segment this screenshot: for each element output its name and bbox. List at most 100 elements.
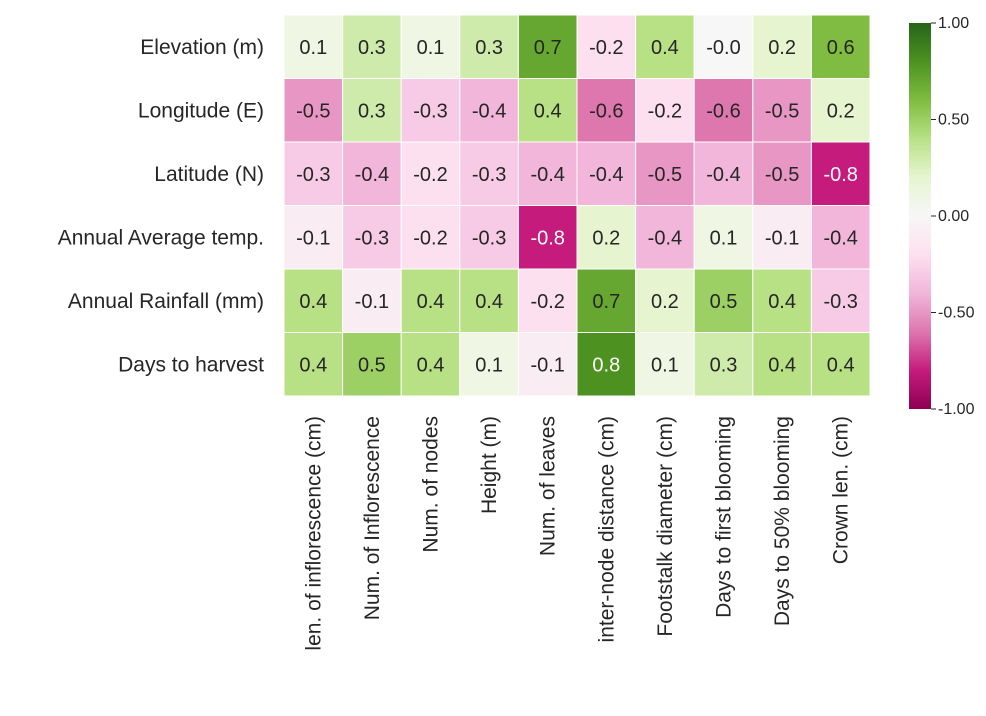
- colorbar-gradient: [909, 23, 931, 409]
- heatmap-cell: [517, 332, 578, 397]
- cell-value-label: 0.3: [710, 354, 738, 376]
- heatmap-cell: [810, 141, 871, 206]
- heatmap-cell: [752, 205, 812, 270]
- heatmap-cell: [283, 14, 344, 79]
- cell-value-label: -0.6: [589, 100, 623, 122]
- cell-value-label: -0.2: [648, 100, 682, 122]
- cell-value-label: -0.5: [765, 100, 799, 122]
- cell-value-label: -0.4: [530, 164, 564, 186]
- heatmap-cell: [693, 78, 754, 143]
- cell-value-label: -0.4: [472, 100, 506, 122]
- cell-value-label: 0.8: [592, 354, 620, 376]
- heatmap-cell: [635, 141, 695, 206]
- cell-value-label: -0.4: [648, 227, 682, 249]
- heatmap-cell: [400, 268, 461, 333]
- heatmap-cell: [810, 268, 871, 333]
- row-label-annual-average-temp: Annual Average temp.: [58, 226, 264, 249]
- cell-value-label: -0.2: [530, 291, 564, 313]
- colorbar-tick-label: -1.00: [938, 401, 975, 418]
- cell-value-label: -0.8: [530, 227, 564, 249]
- heatmap-cell: [283, 141, 344, 206]
- column-label-days-to-first-blooming: Days to first blooming: [713, 416, 736, 618]
- cell-value-label: 0.3: [358, 100, 386, 122]
- cell-value-label: -0.0: [706, 37, 740, 59]
- cell-value-label: -0.2: [589, 37, 623, 59]
- heatmap-cell: [342, 14, 402, 79]
- column-label-num-of-leaves: Num. of leaves: [537, 416, 560, 556]
- cell-value-label: 0.1: [475, 354, 503, 376]
- cell-value-label: -0.5: [765, 164, 799, 186]
- column-label-crown-len-cm: Crown len. (cm): [830, 416, 853, 564]
- row-label-elevation-m: Elevation (m): [140, 36, 264, 59]
- colorbar-tick-label: 1.00: [938, 15, 969, 32]
- heatmap-cell: [635, 78, 695, 143]
- heatmap-cell: [693, 141, 754, 206]
- heatmap-cell: [693, 268, 754, 333]
- cell-value-label: 0.6: [827, 37, 855, 59]
- column-labels: len. of inflorescence (cm) Num. of Inflor…: [302, 416, 852, 651]
- cell-value-label: 0.7: [592, 291, 620, 313]
- cell-value-label: -0.4: [589, 164, 623, 186]
- cell-value-label: -0.3: [823, 291, 857, 313]
- heatmap-cells: 0.1 0.3 0.1 0.3 0.7 -0.2 0.4 -0.0 0.2 0.6 -0.5 0.3 -…: [283, 14, 871, 397]
- cell-value-label: -0.1: [765, 227, 799, 249]
- row-labels: Elevation (m) Longitude (E) Latitude (N) An…: [58, 36, 264, 377]
- cell-value-label: -0.4: [706, 164, 740, 186]
- cell-value-label: -0.5: [296, 100, 330, 122]
- colorbar: 1.00 0.50 0.00 -0.50 -1.00: [909, 15, 975, 418]
- heatmap-cell: [576, 332, 637, 397]
- cell-value-label: 0.4: [417, 354, 445, 376]
- heatmap-cell: [342, 268, 402, 333]
- cell-value-label: 0.4: [299, 291, 327, 313]
- heatmap-cell: [342, 78, 402, 143]
- cell-value-label: 0.5: [710, 291, 738, 313]
- cell-value-label: 0.4: [475, 291, 503, 313]
- heatmap-cell: [810, 14, 871, 79]
- cell-value-label: -0.1: [530, 354, 564, 376]
- cell-value-label: 0.4: [651, 37, 679, 59]
- heatmap-cell: [400, 141, 461, 206]
- row-label-days-to-harvest: Days to harvest: [118, 353, 264, 376]
- cell-value-label: -0.6: [706, 100, 740, 122]
- column-label-inter-node-distance-cm: inter-node distance (cm): [595, 416, 618, 642]
- cell-value-label: 0.2: [768, 37, 796, 59]
- heatmap-cell: [576, 14, 637, 79]
- cell-value-label: 0.4: [534, 100, 562, 122]
- cell-value-label: -0.8: [823, 164, 857, 186]
- heatmap-cell: [400, 332, 461, 397]
- cell-value-label: 0.4: [768, 291, 796, 313]
- heatmap-cell: [517, 141, 578, 206]
- heatmap-cell: [635, 268, 695, 333]
- cell-value-label: -0.1: [355, 291, 389, 313]
- cell-value-label: 0.1: [299, 37, 327, 59]
- heatmap-cell: [810, 205, 871, 270]
- heatmap-cell: [283, 205, 344, 270]
- colorbar-tick-label: 0.50: [938, 112, 969, 129]
- colorbar-tick-label: -0.50: [938, 305, 975, 322]
- heatmap-cell: [576, 78, 637, 143]
- heatmap-cell: [517, 268, 578, 333]
- cell-value-label: -0.3: [472, 227, 506, 249]
- cell-value-label: -0.3: [472, 164, 506, 186]
- row-label-annual-rainfall-mm: Annual Rainfall (mm): [68, 290, 264, 313]
- cell-value-label: 0.1: [417, 37, 445, 59]
- cell-value-label: -0.1: [296, 227, 330, 249]
- colorbar-tick-label: 0.00: [938, 208, 969, 225]
- cell-value-label: 0.4: [417, 291, 445, 313]
- row-label-longitude-e: Longitude (E): [138, 99, 264, 122]
- heatmap-cell: [810, 332, 871, 397]
- cell-value-label: -0.2: [413, 227, 447, 249]
- cell-value-label: 0.4: [299, 354, 327, 376]
- column-label-days-to-50-blooming: Days to 50% blooming: [771, 416, 794, 626]
- cell-value-label: -0.5: [648, 164, 682, 186]
- heatmap-cell: [810, 78, 871, 143]
- column-label-height-m: Height (m): [478, 416, 501, 514]
- cell-value-label: 0.3: [358, 37, 386, 59]
- row-label-latitude-n: Latitude (N): [154, 163, 264, 186]
- column-label-len-of-inflorescence-cm: len. of inflorescence (cm): [302, 416, 325, 651]
- heatmap-cell: [635, 205, 695, 270]
- heatmap-cell: [400, 14, 461, 79]
- heatmap-cell: [576, 205, 637, 270]
- heatmap-cell: [752, 332, 812, 397]
